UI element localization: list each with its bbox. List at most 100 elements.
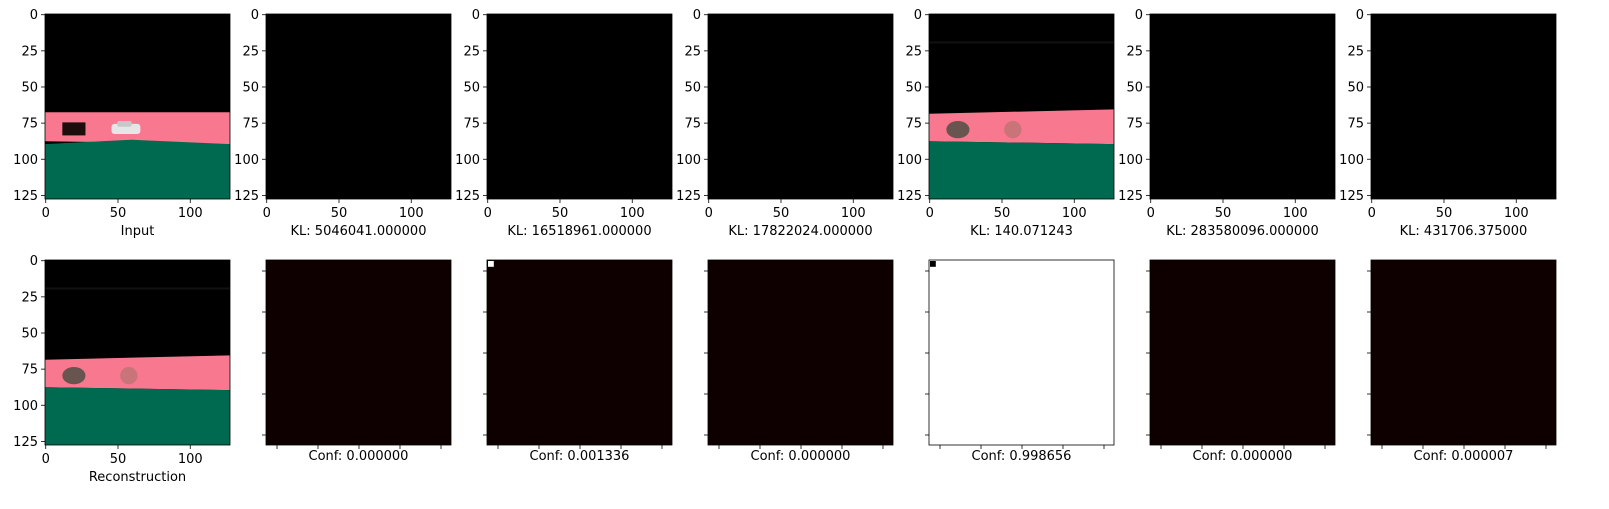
image-black [266, 14, 451, 199]
y-tick-label: 25 [463, 44, 480, 59]
subplot-caption: Conf: 0.000000 [751, 449, 851, 464]
subplot-caption: KL: 17822024.000000 [728, 224, 872, 239]
blur-blob [1004, 120, 1022, 139]
y-tick-label: 0 [1356, 8, 1364, 23]
x-tick-label: 0 [1147, 206, 1155, 221]
y-tick-label: 25 [21, 44, 38, 59]
y-tick-label: 0 [30, 8, 38, 23]
x-tick-label: 100 [1283, 206, 1308, 221]
subplot-panel: 0 50 100 0 25 50 75 100 125 KL: 17822024.000000 [676, 8, 894, 239]
heatmap-cell-field [708, 260, 893, 445]
axes-frame [1370, 259, 1557, 446]
y-tick-label: 100 [13, 153, 38, 168]
y-tick-label: 100 [1118, 153, 1143, 168]
y-tick-label: 25 [1347, 44, 1364, 59]
axes-frame [928, 13, 1115, 200]
y-tick-label: 0 [30, 254, 38, 269]
subplot-panel: 0 50 100 0 25 50 75 100 125 KL: 5046041.000000 [234, 8, 452, 239]
x-tick-label: 100 [1504, 206, 1529, 221]
y-tick-label: 25 [21, 290, 38, 305]
subplot-caption: Reconstruction [89, 470, 186, 485]
y-tick-label: 125 [455, 189, 480, 204]
y-tick-label: 100 [897, 153, 922, 168]
horizon-line [929, 41, 1114, 44]
ground-region [929, 141, 1114, 199]
y-tick-label: 0 [693, 8, 701, 23]
axes-frame [1370, 13, 1557, 200]
axes-frame [1149, 13, 1336, 200]
y-tick-label: 50 [21, 326, 38, 341]
y-tick-label: 125 [676, 189, 701, 204]
x-tick-label: 100 [841, 206, 866, 221]
x-tick-label: 50 [1436, 206, 1453, 221]
y-tick-label: 25 [242, 44, 259, 59]
y-tick-label: 0 [914, 8, 922, 23]
heatmap-corner-cell [930, 261, 936, 267]
image-black [1371, 14, 1556, 199]
subplot-panel: 0 50 100 0 25 50 75 100 125 Input [13, 8, 231, 239]
axes-frame [486, 259, 673, 446]
axes-frame [707, 259, 894, 446]
image-black [1150, 14, 1335, 199]
x-tick-label: 50 [110, 206, 127, 221]
image-black [487, 14, 672, 199]
y-tick-label: 100 [13, 399, 38, 414]
axes-frame [265, 259, 452, 446]
y-tick-label: 50 [1347, 80, 1364, 95]
y-tick-label: 75 [21, 363, 38, 378]
x-tick-label: 50 [773, 206, 790, 221]
y-tick-label: 75 [21, 117, 38, 132]
x-tick-label: 100 [178, 452, 203, 467]
heatmap-corner-cell [488, 261, 494, 267]
y-tick-label: 50 [242, 80, 259, 95]
y-tick-label: 125 [1339, 189, 1364, 204]
y-tick-label: 100 [1339, 153, 1364, 168]
x-tick-label: 100 [1062, 206, 1087, 221]
subplot-panel: Conf: 0.000000 [1146, 259, 1336, 464]
y-tick-label: 75 [1126, 117, 1143, 132]
ground-region [45, 139, 230, 199]
subplot-panel: Conf: 0.001336 [483, 259, 673, 464]
x-tick-label: 100 [399, 206, 424, 221]
road-band [929, 109, 1114, 145]
y-tick-label: 50 [21, 80, 38, 95]
ground-region [45, 387, 230, 445]
subplot-caption: Conf: 0.000000 [1193, 449, 1293, 464]
blur-blob [62, 366, 86, 385]
x-tick-label: 100 [178, 206, 203, 221]
subplot-panel: Conf: 0.000000 [262, 259, 452, 464]
subplot-panel: 0 50 100 0 25 50 75 100 125 KL: 431706.375000 [1339, 8, 1557, 239]
y-tick-label: 0 [251, 8, 259, 23]
subplot-caption: Conf: 0.000000 [309, 449, 409, 464]
subplot-panel: Conf: 0.000007 [1367, 259, 1557, 464]
y-tick-label: 75 [684, 117, 701, 132]
y-tick-label: 75 [1347, 117, 1364, 132]
y-tick-label: 100 [455, 153, 480, 168]
subplot-caption: Input [121, 224, 155, 239]
subplot-caption: KL: 16518961.000000 [507, 224, 651, 239]
subplot-caption: Conf: 0.998656 [972, 449, 1072, 464]
y-tick-label: 50 [684, 80, 701, 95]
y-tick-label: 0 [1135, 8, 1143, 23]
subplot-panel: Conf: 0.000000 [704, 259, 894, 464]
blur-blob [946, 120, 970, 139]
x-tick-label: 50 [110, 452, 127, 467]
y-tick-label: 125 [1118, 189, 1143, 204]
horizon-line [45, 287, 230, 290]
y-tick-label: 50 [1126, 80, 1143, 95]
y-tick-label: 75 [905, 117, 922, 132]
y-tick-label: 25 [905, 44, 922, 59]
x-tick-label: 50 [552, 206, 569, 221]
subplot-caption: KL: 140.071243 [970, 224, 1073, 239]
subplot-panel: 0 50 100 0 25 50 75 100 125 KL: 283580096.000000 [1118, 8, 1336, 239]
dark-object [62, 122, 86, 136]
heatmap-cell-field [1371, 260, 1556, 445]
axes-frame [707, 13, 894, 200]
subplot-panel: 0 50 100 0 25 50 75 100 125 KL: 140.071243 [897, 8, 1115, 239]
x-tick-label: 0 [42, 206, 50, 221]
y-tick-label: 125 [13, 435, 38, 450]
y-tick-label: 125 [234, 189, 259, 204]
y-tick-label: 50 [905, 80, 922, 95]
subplot-panel: 0 50 100 0 25 50 75 100 125 Reconstruction [13, 254, 231, 485]
